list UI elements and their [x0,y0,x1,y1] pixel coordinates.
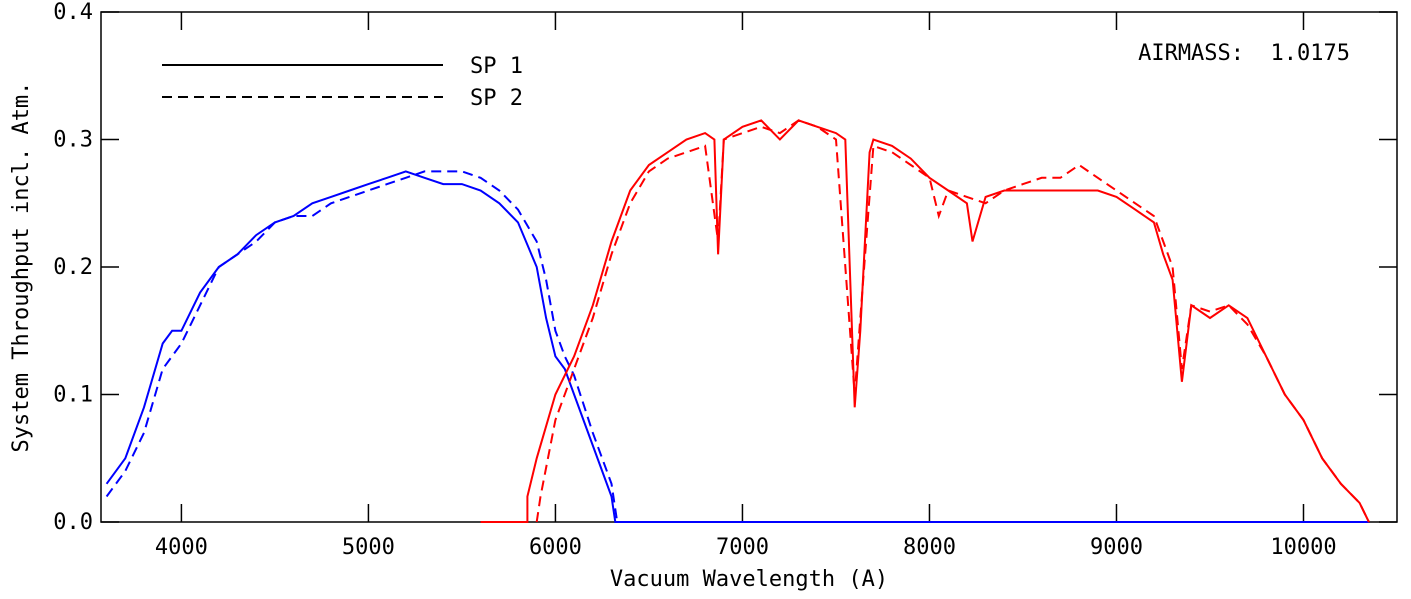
y-tick-label: 0.0 [53,510,93,535]
legend-label: SP 2 [470,86,523,111]
annotation: AIRMASS: 1.0175 [1138,41,1350,66]
x-tick-label: 10000 [1270,535,1336,560]
x-tick-label: 4000 [155,535,208,560]
x-tick-label: 9000 [1090,535,1143,560]
series-line [105,170,1369,523]
x-tick-label: 5000 [342,535,395,560]
series-line [480,119,1370,523]
y-tick-label: 0.4 [53,0,93,25]
legend-label: SP 1 [470,54,523,79]
x-axis-label: Vacuum Wavelength (A) [610,567,888,592]
y-tick-label: 0.1 [53,383,93,408]
y-tick-label: 0.2 [53,255,93,280]
x-tick-label: 6000 [529,535,582,560]
y-axis-label: System Throughput incl. Atm. [9,82,34,453]
x-tick-label: 8000 [903,535,956,560]
x-tick-label: 7000 [716,535,769,560]
y-tick-label: 0.3 [53,128,93,153]
plot-frame [100,11,1398,523]
series-line [535,119,1370,523]
